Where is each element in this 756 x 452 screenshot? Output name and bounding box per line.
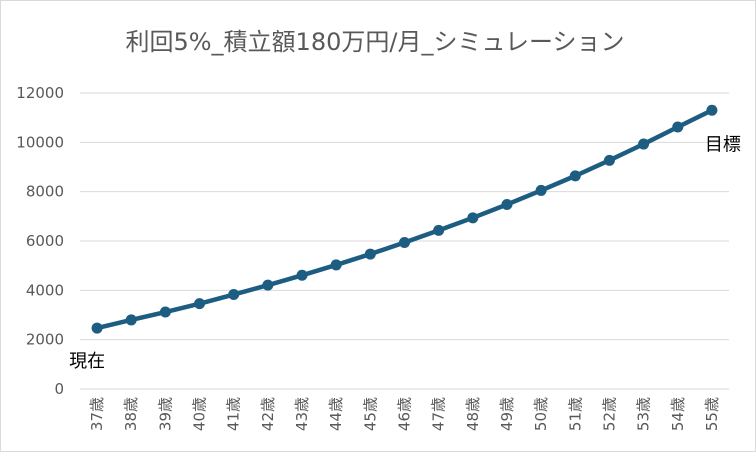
x-tick-label: 53歳 <box>635 397 653 431</box>
x-tick-label: 51歳 <box>566 397 584 431</box>
data-point <box>433 224 445 236</box>
data-point <box>467 212 479 224</box>
y-tick-label: 10000 <box>16 133 64 151</box>
x-tick-label: 43歳 <box>293 397 311 431</box>
data-point <box>228 289 240 301</box>
x-tick-label: 39歳 <box>156 397 174 431</box>
data-point <box>706 104 718 116</box>
x-tick-label: 41歳 <box>225 397 243 431</box>
data-point <box>569 170 581 182</box>
y-tick-label: 0 <box>54 380 64 398</box>
y-tick-label: 6000 <box>26 232 64 250</box>
data-point <box>159 306 171 318</box>
x-tick-label: 49歳 <box>498 397 516 431</box>
x-tick-label: 48歳 <box>464 397 482 431</box>
x-axis-ticks: 37歳 38歳 39歳 40歳 41歳 42歳 43歳 44歳 45歳 46歳 47歳 48歳 49歳 5… <box>88 397 721 431</box>
y-tick-label: 4000 <box>26 281 64 299</box>
chart-title: 利回5%_積立額180万円/月_シミュレーション <box>125 28 624 56</box>
annotations: 現在 目標 <box>69 134 741 372</box>
x-tick-label: 38歳 <box>122 397 140 431</box>
data-point <box>535 184 547 196</box>
data-point <box>501 198 513 210</box>
annotation-label: 目標 <box>705 134 741 155</box>
data-point <box>399 236 410 248</box>
x-tick-label: 37歳 <box>88 397 106 431</box>
x-tick-label: 54歳 <box>669 397 687 431</box>
x-tick-label: 55歳 <box>703 397 721 431</box>
x-tick-label: 47歳 <box>430 397 448 431</box>
data-point <box>638 138 650 150</box>
data-point <box>330 259 342 271</box>
x-tick-label: 44歳 <box>327 397 345 431</box>
y-tick-label: 12000 <box>16 84 64 102</box>
data-point <box>672 121 684 133</box>
data-point <box>125 314 137 326</box>
x-tick-label: 52歳 <box>600 397 618 431</box>
y-tick-label: 8000 <box>26 183 64 201</box>
data-point <box>194 298 206 310</box>
y-tick-label: 2000 <box>26 331 64 349</box>
data-point <box>296 269 308 281</box>
data-point <box>262 279 274 291</box>
data-point <box>364 248 376 260</box>
data-point <box>603 154 615 166</box>
x-tick-label: 50歳 <box>532 397 550 431</box>
x-tick-label: 42歳 <box>259 397 277 431</box>
series-line <box>94 108 715 331</box>
y-axis-ticks: 0 2000 4000 6000 8000 10000 12000 <box>16 84 64 398</box>
gridlines <box>80 92 729 390</box>
x-tick-label: 45歳 <box>361 397 379 431</box>
data-point <box>91 322 103 334</box>
annotation-label: 現在 <box>69 351 105 372</box>
x-tick-label: 46歳 <box>396 397 414 431</box>
series-layer <box>91 104 718 334</box>
x-tick-label: 40歳 <box>191 397 209 431</box>
